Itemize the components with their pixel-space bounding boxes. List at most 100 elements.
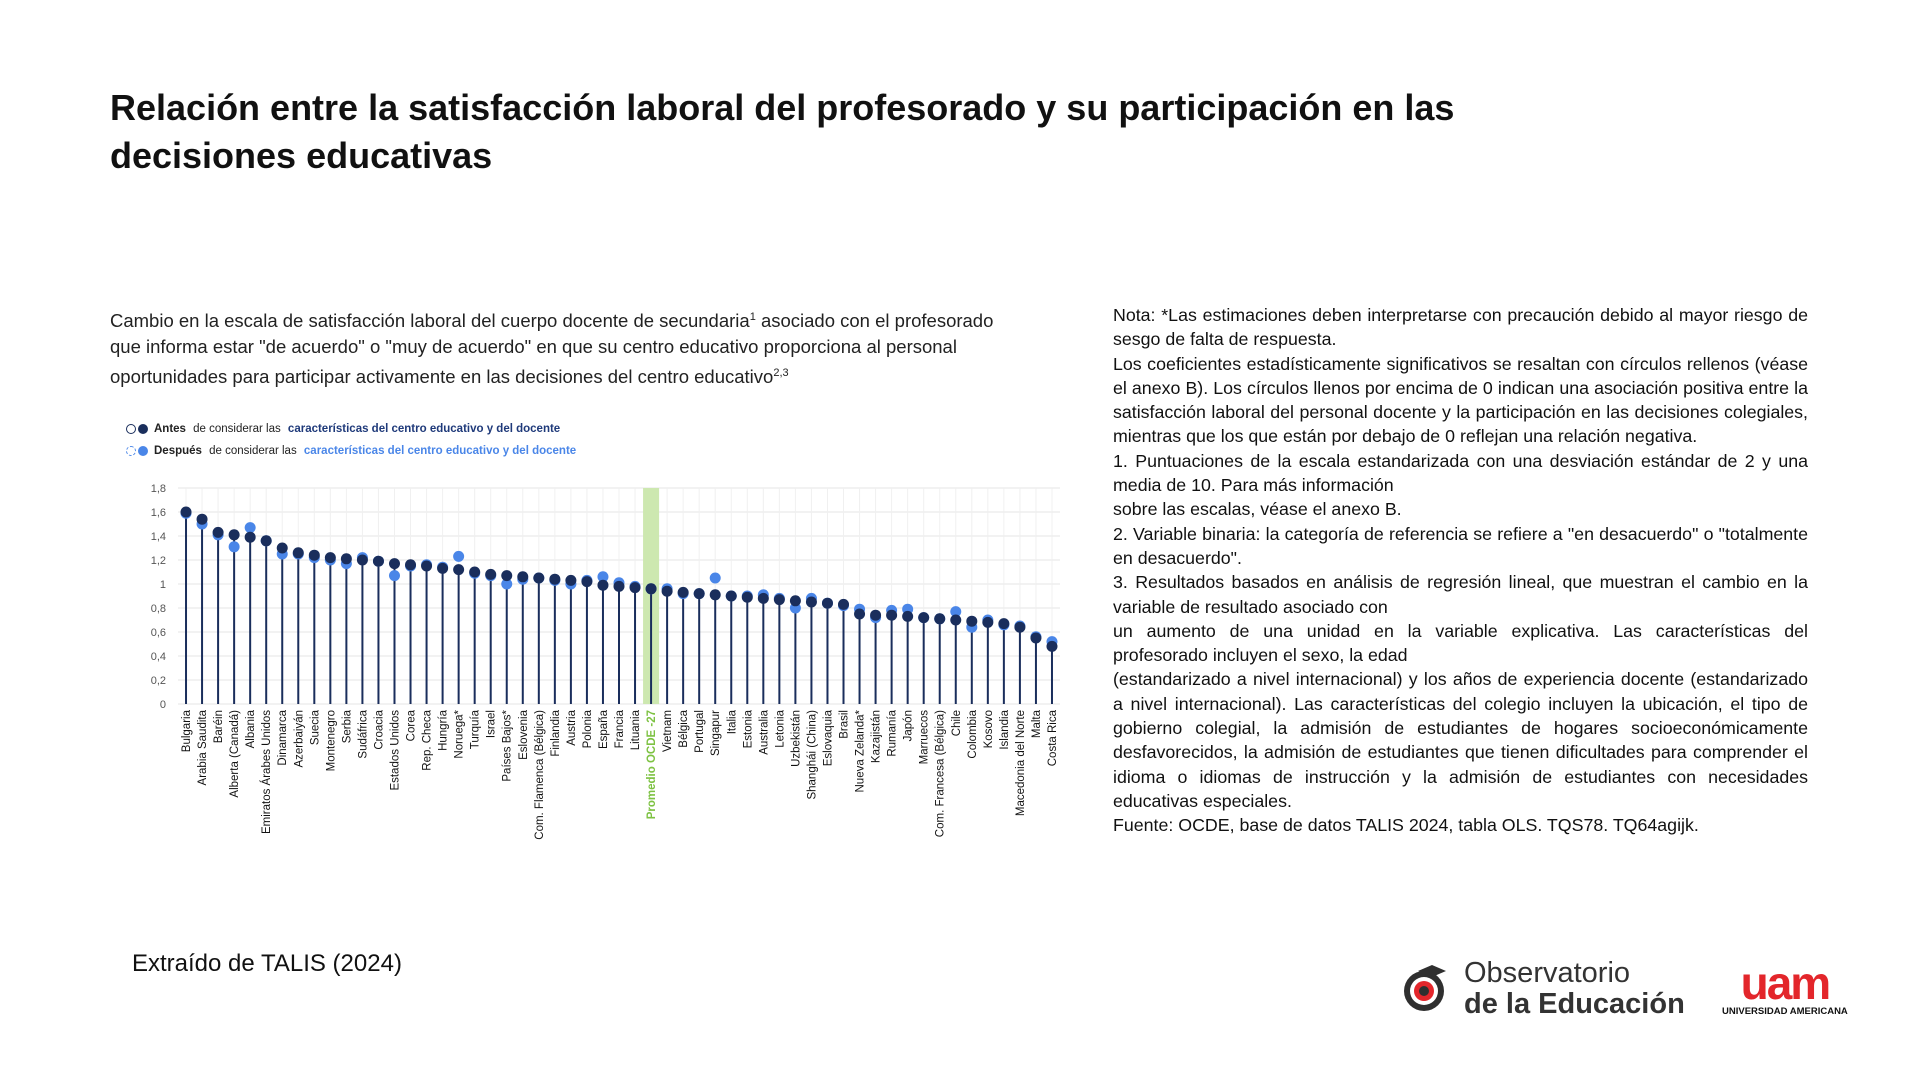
- point-before: [966, 615, 978, 627]
- x-tick-label: Nueva Zelanda*: [855, 709, 867, 792]
- point-before: [902, 610, 914, 622]
- x-tick-label: Dinamarca: [277, 709, 289, 765]
- x-tick-label: Suecia: [309, 709, 321, 745]
- x-tick-label: Italia: [726, 709, 738, 734]
- x-tick-label: Croacia: [373, 709, 385, 749]
- x-tick-label: Noruega*: [454, 709, 466, 758]
- point-after: [244, 522, 256, 534]
- chart-legend: Antes de considerar las características …: [126, 418, 576, 462]
- x-tick-label: Portugal: [694, 710, 706, 753]
- chart-title-part1: Cambio en la escala de satisfacción labo…: [110, 310, 750, 332]
- observatorio-eye-icon: [1404, 965, 1446, 1011]
- observatorio-logo: Observatorio de la Educación: [1400, 958, 1685, 1020]
- point-before: [180, 506, 192, 518]
- point-before: [725, 590, 737, 602]
- satisfaction-chart: 0 0,2 0,4 0,6 0,8 1 1,2 1,4 1,6 1,8 Bulgaria Arabia…: [151, 483, 1060, 840]
- point-after: [228, 541, 240, 553]
- x-tick-label: Kosovo: [983, 710, 995, 748]
- point-before: [838, 598, 850, 610]
- point-before: [854, 608, 866, 620]
- point-before: [276, 542, 288, 554]
- legend-before-open-marker: [126, 424, 136, 434]
- point-before: [469, 566, 481, 578]
- x-tick-label: Estonia: [742, 709, 754, 748]
- chart-title-part2: asociado con el profesorado que informa …: [110, 310, 994, 388]
- x-tick-label: Países Bajos*: [502, 709, 514, 781]
- x-tick-label: Francia: [614, 709, 626, 748]
- point-before: [886, 609, 898, 621]
- x-tick-label: Macedonia del Norte: [1015, 710, 1027, 816]
- point-before: [805, 596, 817, 608]
- legend-before-prefix: Antes: [154, 423, 186, 435]
- note-line: 2. Variable binaria: la categoría de ref…: [1113, 523, 1808, 568]
- point-before: [228, 529, 240, 541]
- point-after: [950, 606, 962, 618]
- point-before: [918, 612, 930, 624]
- point-before: [196, 513, 208, 525]
- point-before: [1046, 640, 1058, 652]
- y-tick-label: 0: [160, 699, 166, 711]
- point-before: [260, 535, 272, 547]
- point-after: [453, 550, 465, 562]
- point-before: [677, 586, 689, 598]
- x-tick-label: Vietnam: [662, 710, 674, 752]
- y-tick-label: 1,6: [151, 507, 166, 519]
- x-tick-label: Lituania: [630, 709, 642, 750]
- legend-after-markers: [126, 446, 148, 456]
- x-tick-label: Com. Francesa (Bélgica): [935, 710, 947, 837]
- x-tick-label: Estados Unidos: [389, 710, 401, 791]
- point-before: [405, 559, 417, 571]
- point-before: [372, 555, 384, 567]
- note-line: sobre las escalas, véase el anexo B.: [1113, 499, 1402, 520]
- point-before: [709, 589, 721, 601]
- uam-logo: uam UNIVERSIDAD AMERICANA: [1722, 960, 1848, 1017]
- x-tick-label: Costa Rica: [1047, 709, 1059, 766]
- point-before: [453, 564, 465, 576]
- chart-title-sup2: 2,3: [773, 367, 789, 380]
- x-tick-label: Japón: [903, 710, 915, 741]
- y-tick-label: 1,2: [151, 555, 166, 567]
- x-tick-label: Australia: [758, 709, 770, 754]
- y-tick-label: 0,2: [151, 675, 166, 687]
- x-tick-label: Eslovaquia: [822, 709, 834, 766]
- x-tick-label: Albania: [245, 709, 257, 748]
- point-before: [437, 562, 449, 574]
- observatorio-line2: de la Educación: [1464, 988, 1685, 1020]
- point-before: [998, 618, 1010, 630]
- point-before: [565, 574, 577, 586]
- point-before: [388, 558, 400, 570]
- point-before: [533, 572, 545, 584]
- point-after: [388, 570, 400, 582]
- y-tick-label: 1,8: [151, 483, 166, 495]
- note-line: un aumento de una unidad en la variable …: [1113, 620, 1808, 666]
- x-tick-label: Rumanía: [887, 709, 899, 756]
- legend-after-filled-marker: [138, 446, 148, 456]
- x-tick-label: Emiratos Árabes Unidos: [260, 710, 273, 834]
- point-before: [821, 597, 833, 609]
- x-tick-label: Bulgaria: [181, 709, 193, 752]
- point-before: [982, 616, 994, 628]
- x-tick-label: Rep. Checa: [422, 709, 434, 770]
- note-text: Nota: *Las estimaciones deben interpreta…: [1113, 303, 1808, 838]
- point-after: [709, 572, 721, 584]
- point-before: [693, 588, 705, 600]
- point-before: [789, 595, 801, 607]
- y-tick-label: 0,4: [151, 651, 166, 663]
- observatorio-line1: Observatorio: [1464, 957, 1631, 989]
- page-title: Relación entre la satisfacción laboral d…: [110, 87, 1455, 176]
- point-before: [1030, 632, 1042, 644]
- source-credit: Extraído de TALIS (2024): [132, 950, 402, 977]
- uam-mark: uam: [1740, 957, 1832, 1009]
- note-line: Fuente: OCDE, base de datos TALIS 2024, …: [1113, 815, 1699, 836]
- x-tick-label: Uzbekistán: [790, 710, 802, 767]
- point-before: [324, 552, 336, 564]
- note-line: Nota: *Las estimaciones deben interpreta…: [1113, 305, 1808, 350]
- x-tick-label: España: [598, 709, 610, 749]
- x-tick-label: Chile: [951, 710, 963, 736]
- point-before: [773, 594, 785, 606]
- x-tick-label: Serbia: [341, 709, 353, 743]
- point-before: [613, 580, 625, 592]
- x-tick-label: Kazajistán: [871, 710, 883, 763]
- x-tick-label: Promedio OCDE -27: [646, 710, 658, 819]
- x-tick-label: Israel: [486, 710, 498, 738]
